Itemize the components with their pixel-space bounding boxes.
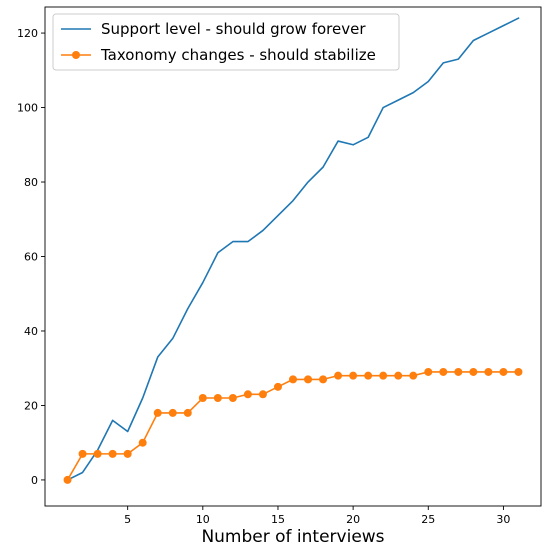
legend-swatch-marker [72, 51, 80, 59]
data-point [273, 382, 282, 391]
data-point [379, 371, 388, 380]
series-layer [63, 17, 523, 484]
series-line-0 [66, 17, 520, 482]
data-point [409, 371, 418, 380]
y-tick-label: 0 [31, 474, 38, 487]
y-tick-label: 60 [24, 251, 38, 264]
data-point [499, 367, 508, 376]
data-point [349, 371, 358, 380]
x-tick-label: 25 [421, 513, 435, 526]
data-point [258, 390, 267, 399]
data-point [183, 408, 192, 417]
data-point [334, 371, 343, 380]
data-point [304, 375, 313, 384]
x-tick-label: 30 [496, 513, 510, 526]
data-point [228, 394, 237, 403]
x-tick-label: 5 [124, 513, 131, 526]
data-point [484, 367, 493, 376]
data-point [78, 449, 87, 458]
data-point [394, 371, 403, 380]
data-point [198, 394, 207, 403]
data-point [424, 367, 433, 376]
axes-layer: 5 10 15 20 25 30 0 20 40 60 80 100 120 Number of inte… [17, 6, 542, 545]
legend: Support level - should grow forever Taxon… [52, 13, 400, 71]
y-tick-label: 80 [24, 176, 38, 189]
x-tick-label: 10 [196, 513, 210, 526]
data-point [63, 475, 72, 484]
data-point [138, 438, 147, 447]
data-point [439, 367, 448, 376]
y-tick-label: 100 [17, 102, 38, 115]
y-tick-label: 40 [24, 325, 38, 338]
data-point [153, 408, 162, 417]
y-tick-label: 120 [17, 27, 38, 40]
data-point [168, 408, 177, 417]
legend-label: Support level - should grow forever [101, 20, 366, 38]
data-point [243, 390, 252, 399]
data-point [469, 367, 478, 376]
data-point [123, 449, 132, 458]
legend-label: Taxonomy changes - should stabilize [100, 46, 376, 64]
data-point [213, 394, 222, 403]
x-tick-label: 20 [346, 513, 360, 526]
data-point [514, 367, 523, 376]
legend-box [52, 13, 400, 71]
y-tick-label: 20 [24, 399, 38, 412]
data-point [93, 449, 102, 458]
x-axis-label: Number of interviews [201, 527, 384, 545]
x-tick-label: 15 [271, 513, 285, 526]
data-point [454, 367, 463, 376]
data-point [319, 375, 328, 384]
data-point [289, 375, 297, 384]
data-point [364, 371, 373, 380]
data-point [108, 449, 117, 458]
